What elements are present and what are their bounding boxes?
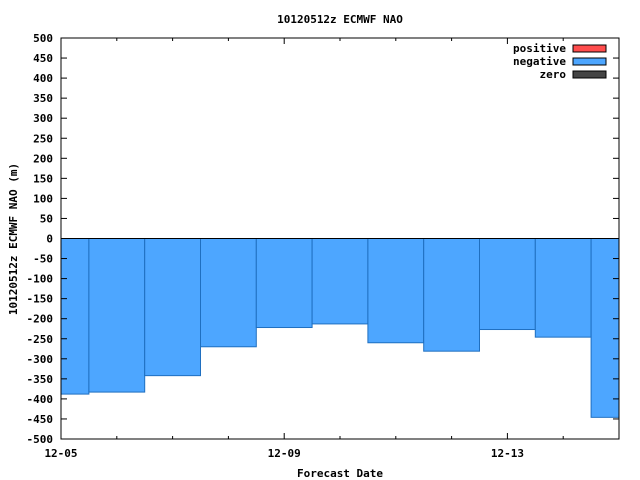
bars-layer bbox=[60, 238, 620, 418]
legend-label-negative: negative bbox=[513, 55, 566, 68]
chart-title: 10120512z ECMWF NAO bbox=[277, 13, 403, 26]
bar-6 bbox=[311, 238, 369, 325]
bar-5 bbox=[255, 238, 313, 329]
legend-label-zero: zero bbox=[540, 68, 567, 81]
y-tick-label: 50 bbox=[40, 212, 53, 225]
y-tick-label: 400 bbox=[33, 72, 53, 85]
y-tick-label: 500 bbox=[33, 32, 53, 45]
y-tick-label: -400 bbox=[27, 393, 54, 406]
legend-swatch-negative bbox=[572, 57, 607, 66]
y-tick-label: -300 bbox=[27, 353, 54, 366]
bar-3 bbox=[144, 238, 201, 377]
x-tick-label: 12-13 bbox=[491, 447, 524, 460]
y-tick-label: 250 bbox=[33, 132, 53, 145]
y-tick-label: 300 bbox=[33, 112, 53, 125]
plot-frame bbox=[60, 37, 620, 440]
bar-4 bbox=[200, 238, 257, 348]
legend-swatch-zero bbox=[572, 70, 607, 79]
y-tick-label: -250 bbox=[27, 333, 54, 346]
y-tick-label: 100 bbox=[33, 192, 53, 205]
bar-10 bbox=[534, 238, 592, 338]
x-tick-label: 12-05 bbox=[44, 447, 77, 460]
bar-2 bbox=[88, 238, 146, 393]
y-tick-label: 450 bbox=[33, 52, 53, 65]
y-tick-label: -50 bbox=[33, 253, 53, 266]
y-tick-label: 0 bbox=[46, 233, 53, 246]
y-tick-label: -450 bbox=[27, 413, 54, 426]
y-tick-label: -100 bbox=[27, 273, 54, 286]
bar-11 bbox=[590, 238, 620, 418]
bar-8 bbox=[423, 238, 481, 352]
y-tick-label: -200 bbox=[27, 313, 54, 326]
y-tick-label: 150 bbox=[33, 172, 53, 185]
legend-label-positive: positive bbox=[513, 42, 566, 55]
legend-swatch-positive bbox=[572, 44, 607, 53]
bar-9 bbox=[479, 238, 536, 331]
y-tick-label: -150 bbox=[27, 293, 54, 306]
x-axis-label: Forecast Date bbox=[297, 467, 383, 480]
axes-layer: 500450400350300250200150100500-50-100-15… bbox=[27, 32, 620, 460]
y-tick-label: 200 bbox=[33, 152, 53, 165]
y-tick-label: -500 bbox=[27, 433, 54, 446]
y-tick-label: 350 bbox=[33, 92, 53, 105]
x-tick-label: 12-09 bbox=[268, 447, 301, 460]
bar-7 bbox=[367, 238, 425, 344]
y-tick-label: -350 bbox=[27, 373, 54, 386]
bar-1 bbox=[60, 238, 90, 395]
y-axis-label: 10120512z ECMWF NAO (m) bbox=[7, 163, 20, 315]
